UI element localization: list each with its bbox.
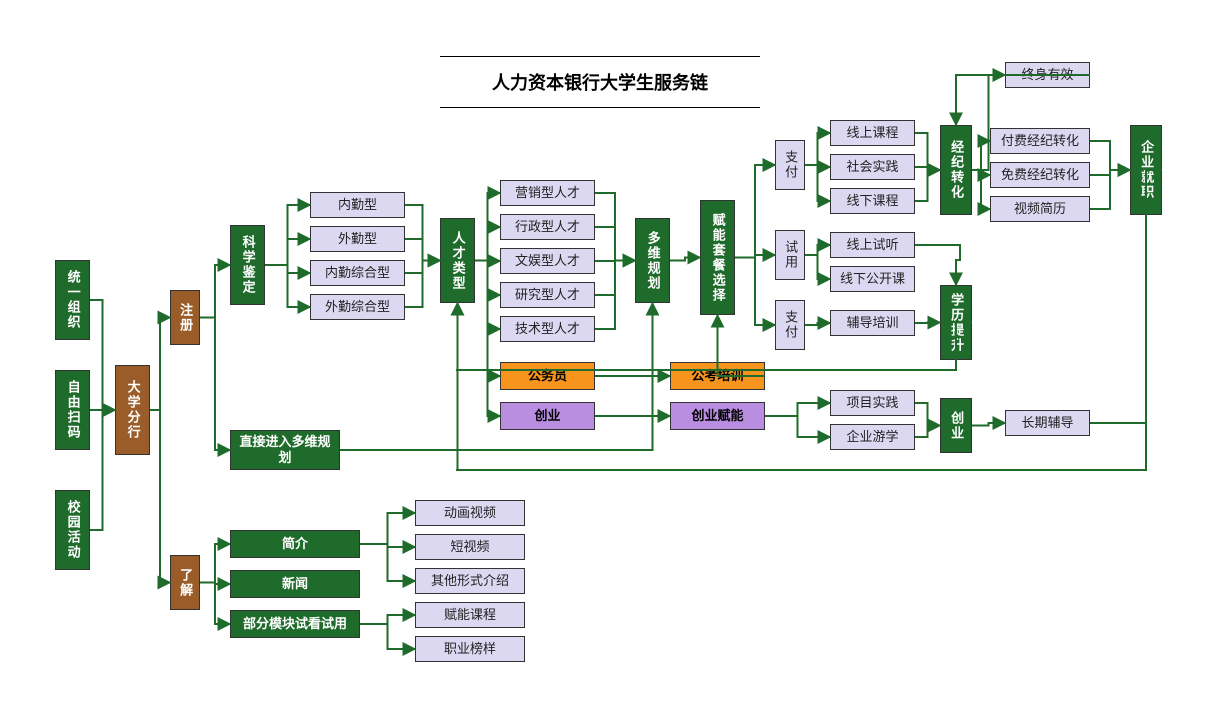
node-edu_upgrade: 学历提升 bbox=[940, 285, 972, 360]
node-short_video: 短视频 bbox=[415, 534, 525, 560]
node-proj_practice: 项目实践 bbox=[830, 390, 915, 416]
node-offline_open: 线下公开课 bbox=[830, 266, 915, 292]
node-free_conv: 免费经纪转化 bbox=[990, 162, 1090, 188]
node-t_admin: 行政型人才 bbox=[500, 214, 595, 240]
node-offline_course: 线下课程 bbox=[830, 188, 915, 214]
node-free_scan: 自由扫码 bbox=[55, 370, 90, 450]
node-outdoor: 外勤型 bbox=[310, 226, 405, 252]
node-ent_employ: 企业就职 bbox=[1130, 125, 1162, 215]
node-online_course: 线上课程 bbox=[830, 120, 915, 146]
node-pay2: 支付 bbox=[775, 300, 805, 350]
title-rule-bottom bbox=[440, 107, 760, 108]
node-indoor_comp: 内勤综合型 bbox=[310, 260, 405, 286]
node-pay1: 支付 bbox=[775, 140, 805, 190]
node-online_trial: 线上试听 bbox=[830, 232, 915, 258]
node-startup: 创业 bbox=[500, 402, 595, 430]
node-long_tutor: 长期辅导 bbox=[1005, 410, 1090, 436]
node-direct_plan: 直接进入多维规划 bbox=[230, 430, 340, 470]
node-understand: 了解 bbox=[170, 555, 200, 610]
node-agent_conv: 经纪转化 bbox=[940, 125, 972, 215]
node-career_model: 职业榜样 bbox=[415, 636, 525, 662]
page-title: 人力资本银行大学生服务链 bbox=[440, 63, 760, 101]
node-talent_type: 人才类型 bbox=[440, 218, 475, 303]
node-ent_tour: 企业游学 bbox=[830, 424, 915, 450]
node-indoor: 内勤型 bbox=[310, 192, 405, 218]
node-multi_plan: 多维规划 bbox=[635, 218, 670, 303]
node-t_ent: 文娱型人才 bbox=[500, 248, 595, 274]
node-emp_course: 赋能课程 bbox=[415, 602, 525, 628]
node-t_sales: 营销型人才 bbox=[500, 180, 595, 206]
node-anim_video: 动画视频 bbox=[415, 500, 525, 526]
node-tutor_train: 辅导培训 bbox=[830, 310, 915, 336]
node-t_research: 研究型人才 bbox=[500, 282, 595, 308]
node-unified_org: 统一组织 bbox=[55, 260, 90, 340]
node-lifetime: 终身有效 bbox=[1005, 62, 1090, 88]
node-startup_emp: 创业赋能 bbox=[670, 402, 765, 430]
title-block: 人力资本银行大学生服务链 bbox=[440, 50, 760, 114]
node-video_cv: 视频简历 bbox=[990, 196, 1090, 222]
node-soc_practice: 社会实践 bbox=[830, 154, 915, 180]
node-outdoor_comp: 外勤综合型 bbox=[310, 294, 405, 320]
node-intro: 简介 bbox=[230, 530, 360, 558]
node-paid_conv: 付费经纪转化 bbox=[990, 128, 1090, 154]
node-trial: 试用 bbox=[775, 230, 805, 280]
title-rule-top bbox=[440, 56, 760, 57]
node-news: 新闻 bbox=[230, 570, 360, 598]
node-civil_train: 公考培训 bbox=[670, 362, 765, 390]
node-trial_mod: 部分模块试看试用 bbox=[230, 610, 360, 638]
node-pkg_select: 赋能套餐选择 bbox=[700, 200, 735, 315]
node-civil: 公务员 bbox=[500, 362, 595, 390]
node-t_tech: 技术型人才 bbox=[500, 316, 595, 342]
node-campus: 校园活动 bbox=[55, 490, 90, 570]
node-sci_ident: 科学鉴定 bbox=[230, 225, 265, 305]
node-other_intro: 其他形式介绍 bbox=[415, 568, 525, 594]
node-register: 注册 bbox=[170, 290, 200, 345]
node-univ_branch: 大学分行 bbox=[115, 365, 150, 455]
node-startup2: 创业 bbox=[940, 398, 972, 453]
